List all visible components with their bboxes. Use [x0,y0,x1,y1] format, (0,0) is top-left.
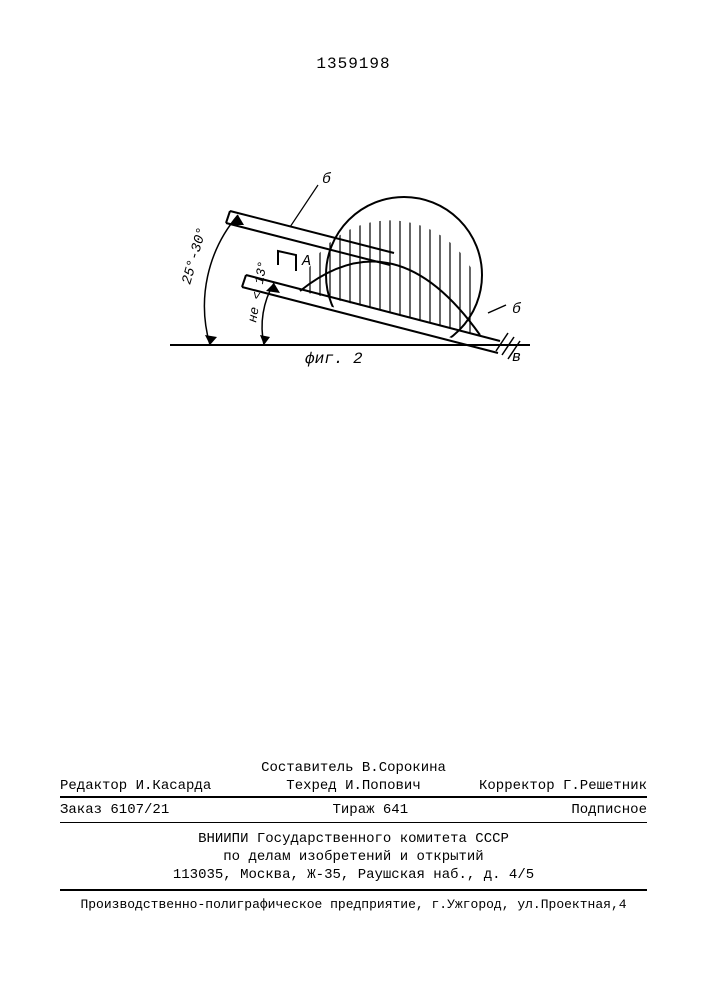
divider-1 [60,796,647,798]
label-a: А [301,253,311,270]
subscribed: Подписное [571,802,647,818]
document-number: 1359198 [0,55,707,73]
label-pivot-v: в [512,349,521,366]
editor-line: Редактор И.Касарда [60,778,256,794]
label-top-b: б [322,171,332,188]
angle-outer-label: 25°-30° [179,225,211,286]
tirazh: Тираж 641 [332,802,408,818]
angle-inner-label: не < 13° [245,260,271,324]
label-right-b: б [512,301,522,318]
techred-line: Техред И.Попович [256,778,452,794]
institution-line-2: по делам изобретений и открытий [60,849,647,865]
divider-2 [60,822,647,823]
corrector-line: Корректор Г.Решетник [451,778,647,794]
divider-3 [60,889,647,891]
figure-caption: фиг. 2 [305,350,363,368]
colophon-block: Составитель В.Сорокина Редактор И.Касард… [60,760,647,912]
institution-line-1: ВНИИПИ Государственного комитета СССР [60,831,647,847]
order-number: Заказ 6107/21 [60,802,169,818]
compiler-line: Составитель В.Сорокина [60,760,647,776]
press-line: Производственно-полиграфическое предприя… [60,897,647,912]
institution-address: 113035, Москва, Ж-35, Раушская наб., д. … [60,867,647,883]
figure-2: 25°-30° не < 13° А б б в [150,155,550,375]
